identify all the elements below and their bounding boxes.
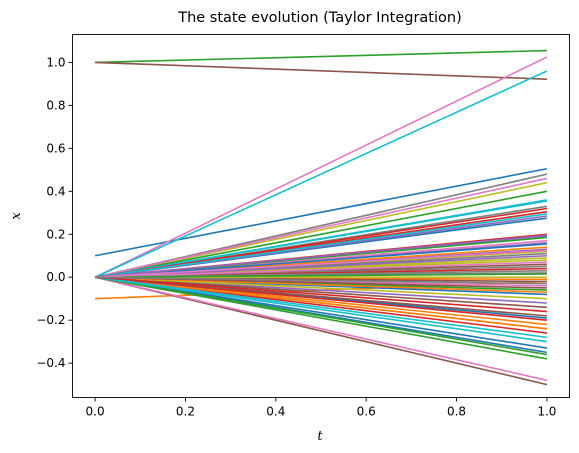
- series-line-61: [95, 243, 547, 279]
- series-line-65: [95, 234, 547, 279]
- chart-title: The state evolution (Taylor Integration): [177, 10, 462, 26]
- series-line-7: [94, 56, 548, 278]
- series-line-13: [94, 190, 548, 279]
- x-tick-label: 0.2: [176, 405, 195, 419]
- y-tick-label: −0.4: [36, 356, 65, 370]
- y-tick-label: 0.8: [46, 98, 65, 112]
- x-tick-label: 0.8: [447, 405, 466, 419]
- y-tick-label: 0.6: [46, 141, 65, 155]
- x-tick-label: 0.4: [266, 405, 285, 419]
- series-line-27: [94, 177, 548, 279]
- series-line-67: [95, 249, 547, 279]
- x-axis: 0.0 0.2 0.4 0.6 0.8 1.0: [86, 397, 556, 419]
- series-line-6: [95, 61, 547, 80]
- y-tick-label: 0.4: [46, 184, 65, 198]
- series-line-30: [94, 200, 548, 279]
- y-tick-label: 0.0: [46, 270, 65, 284]
- series-line-34: [94, 207, 548, 279]
- plot-frame: [72, 34, 570, 398]
- series-line-10: [94, 70, 548, 278]
- x-axis-label: t: [317, 429, 323, 444]
- series-line-3: [95, 49, 547, 64]
- series-line-64: [95, 276, 547, 313]
- y-axis-label: x: [9, 212, 24, 220]
- series-line-45: [95, 254, 547, 279]
- series-line-68: [95, 276, 547, 285]
- series-line-63: [95, 273, 547, 279]
- series-line-40: [94, 213, 548, 279]
- series-line-59: [95, 276, 547, 300]
- series-line-57: [95, 261, 547, 279]
- x-tick-label: 0.0: [86, 405, 105, 419]
- y-axis: −0.4 −0.2 0.0 0.2 0.4 0.6 0.8 1.0: [36, 55, 73, 370]
- series-line-33: [94, 276, 548, 356]
- x-tick-label: 0.6: [357, 405, 376, 419]
- series-lines: [94, 49, 548, 386]
- x-tick-label: 1.0: [537, 405, 556, 419]
- series-line-60: [94, 276, 548, 339]
- y-tick-label: −0.2: [36, 313, 65, 327]
- series-line-17: [94, 276, 548, 382]
- y-tick-label: 0.2: [46, 227, 65, 241]
- y-tick-label: 1.0: [46, 55, 65, 69]
